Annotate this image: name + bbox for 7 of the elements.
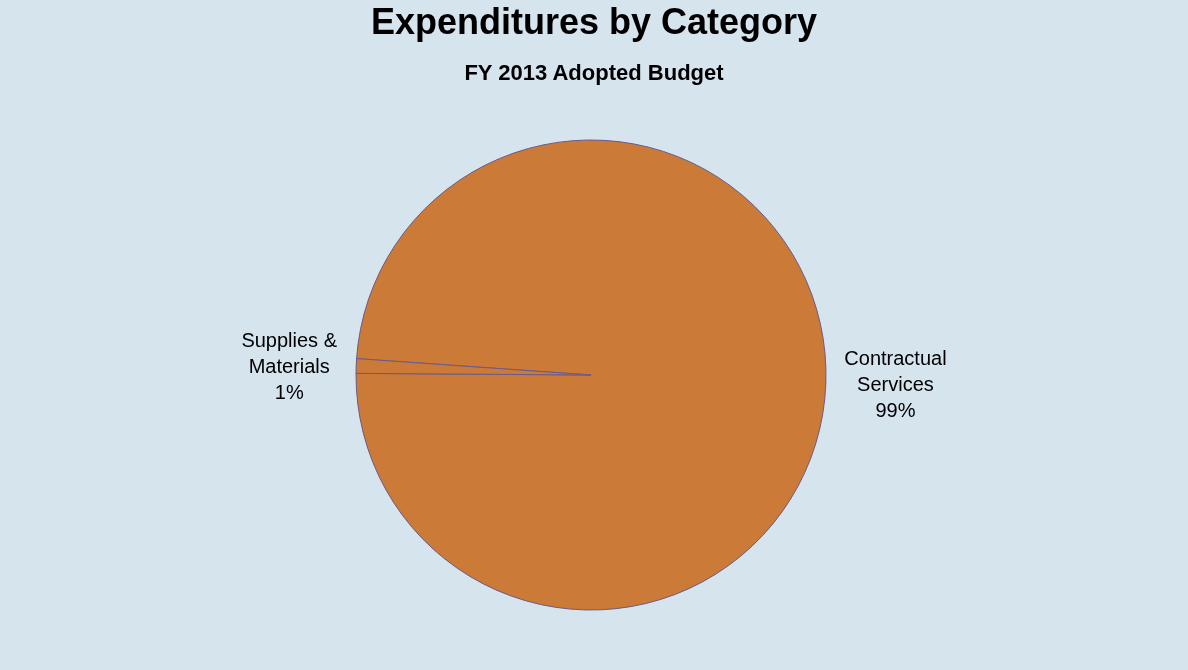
chart-title: Expenditures by Category — [370, 0, 818, 42]
slice-label: Supplies & Materials — [241, 328, 338, 377]
slice-label: Contractual Services — [844, 347, 947, 396]
chart-subtitle: FY 2013 Adopted Budget — [464, 60, 725, 86]
data-label: 1% — [274, 380, 304, 403]
pie-slice — [355, 139, 827, 611]
data-label: 99% — [875, 399, 916, 422]
